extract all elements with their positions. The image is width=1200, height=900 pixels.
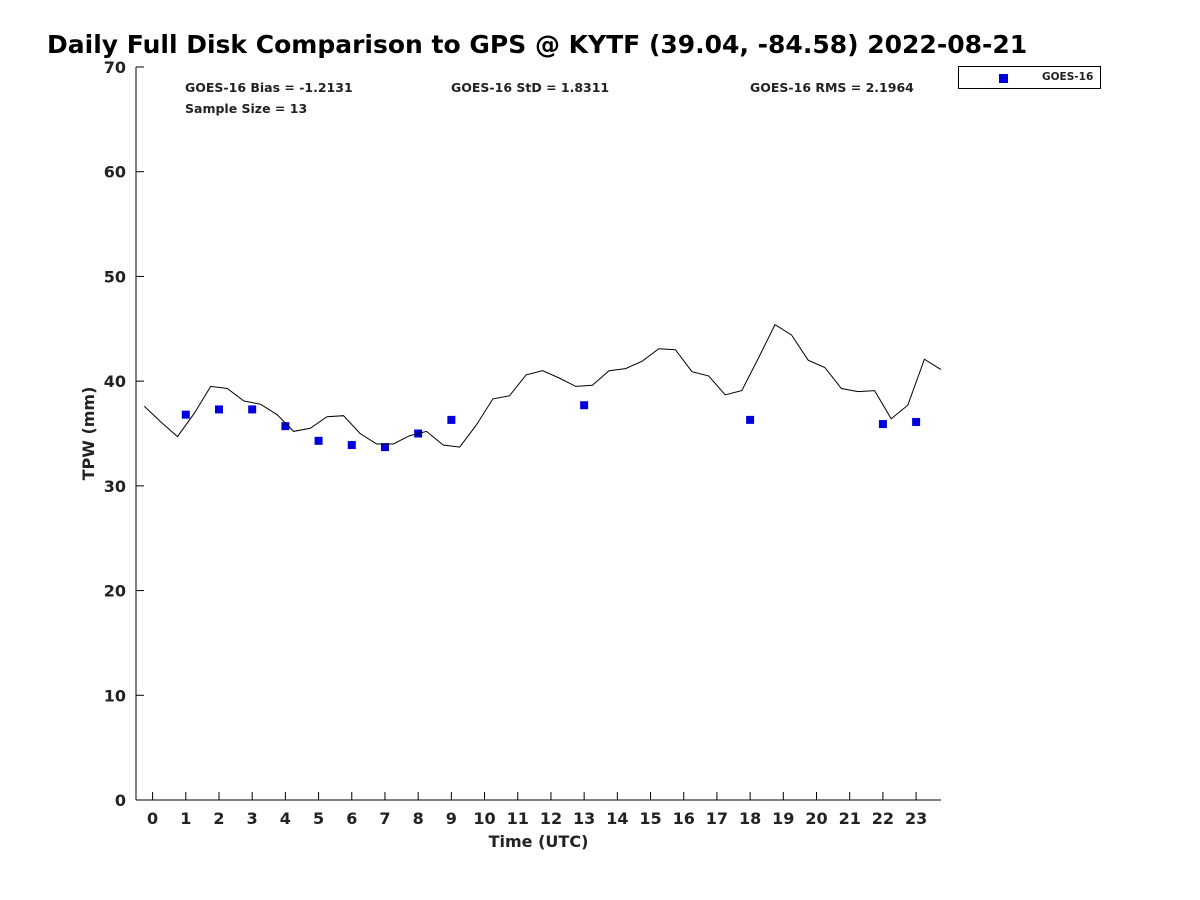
y-tick-label: 30	[104, 477, 126, 496]
x-tick-label: 22	[872, 809, 894, 828]
x-tick-label: 16	[673, 809, 695, 828]
y-axis-label: TPW (mm)	[79, 387, 98, 481]
legend-square-marker-icon	[999, 74, 1008, 83]
y-tick-label: 10	[104, 686, 126, 705]
goes16-data-point	[878, 420, 887, 429]
x-tick-label: 13	[573, 809, 595, 828]
y-tick-label: 70	[104, 58, 126, 77]
goes16-data-point	[347, 441, 356, 450]
x-tick-label: 10	[473, 809, 495, 828]
x-tick-label: 0	[147, 809, 158, 828]
x-tick-label: 19	[772, 809, 794, 828]
goes16-data-point	[580, 401, 589, 410]
x-tick-label: 8	[413, 809, 424, 828]
x-tick-label: 23	[905, 809, 927, 828]
y-tick-label: 0	[115, 791, 126, 810]
x-tick-label: 7	[379, 809, 390, 828]
y-tick-label: 60	[104, 163, 126, 182]
x-tick-label: 2	[213, 809, 224, 828]
goes16-data-point	[912, 417, 921, 426]
goes16-data-point	[281, 422, 290, 431]
goes16-data-point	[746, 415, 755, 424]
x-tick-label: 6	[346, 809, 357, 828]
x-tick-label: 4	[280, 809, 291, 828]
bias-stat: GOES-16 Bias = -1.2131	[185, 80, 353, 95]
y-tick-label: 50	[104, 267, 126, 286]
y-tick-label: 40	[104, 372, 126, 391]
x-tick-label: 5	[313, 809, 324, 828]
goes16-data-point	[214, 405, 223, 414]
x-tick-label: 14	[606, 809, 628, 828]
goes16-data-point	[181, 410, 190, 419]
x-tick-label: 21	[839, 809, 861, 828]
chart-title: Daily Full Disk Comparison to GPS @ KYTF…	[47, 30, 1028, 59]
x-tick-label: 12	[540, 809, 562, 828]
goes16-data-point	[447, 415, 456, 424]
x-tick-label: 3	[247, 809, 258, 828]
rms-stat: GOES-16 RMS = 2.1964	[750, 80, 914, 95]
x-tick-label: 17	[706, 809, 728, 828]
goes16-data-point	[380, 443, 389, 452]
x-tick-label: 20	[805, 809, 827, 828]
x-tick-label: 18	[739, 809, 761, 828]
gps-tpw-line	[143, 323, 942, 448]
std-stat: GOES-16 StD = 1.8311	[451, 80, 610, 95]
legend-label: GOES-16	[1042, 71, 1094, 83]
x-tick-label: 15	[639, 809, 661, 828]
sample-size-stat: Sample Size = 13	[185, 101, 308, 116]
goes16-data-point	[248, 405, 257, 414]
legend: GOES-16	[958, 66, 1101, 89]
x-tick-label: 1	[180, 809, 191, 828]
x-tick-label: 11	[507, 809, 529, 828]
x-axis-label: Time (UTC)	[489, 832, 589, 851]
x-tick-label: 9	[446, 809, 457, 828]
y-tick-label: 20	[104, 582, 126, 601]
goes16-data-point	[314, 436, 323, 445]
